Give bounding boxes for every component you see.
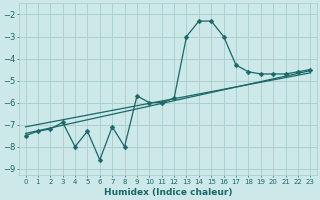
X-axis label: Humidex (Indice chaleur): Humidex (Indice chaleur) <box>104 188 232 197</box>
